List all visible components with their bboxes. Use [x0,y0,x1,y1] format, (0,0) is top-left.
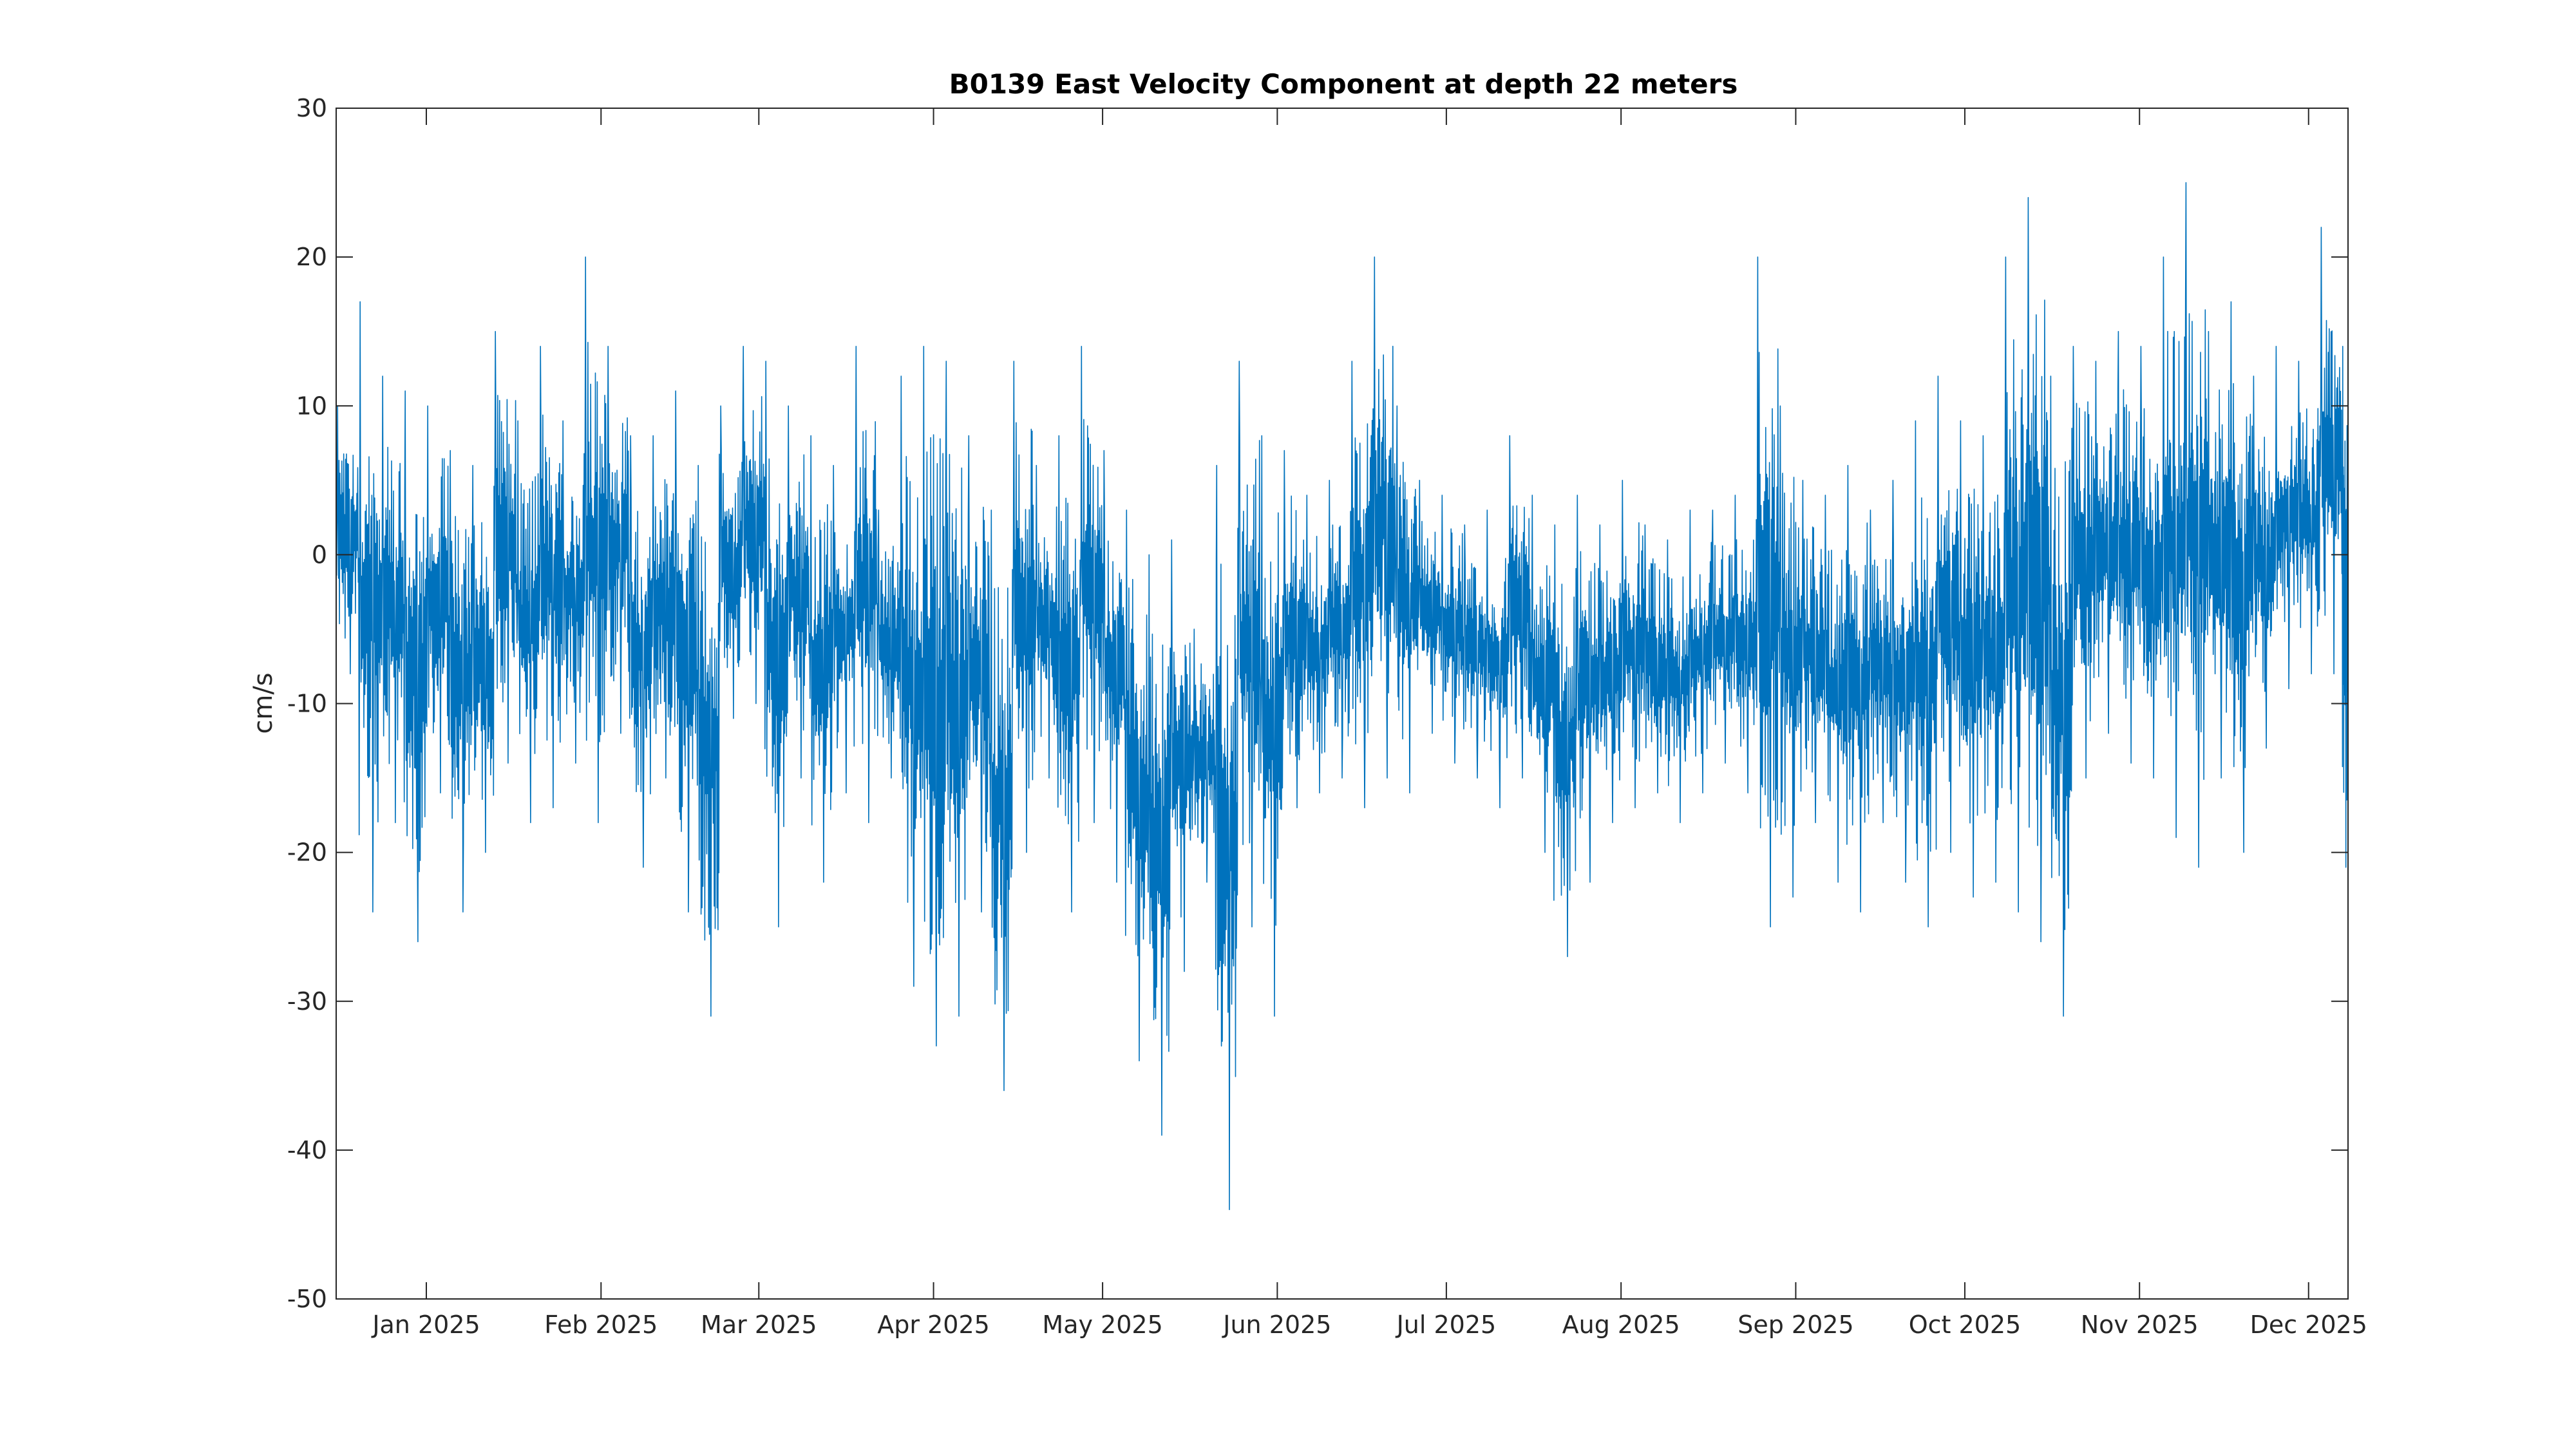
y-tick-label: 20 [296,243,327,271]
x-tick-label: Jun 2025 [1222,1311,1331,1339]
x-tick-label: Oct 2025 [1909,1311,2022,1339]
x-tick-label: Nov 2025 [2081,1311,2199,1339]
x-axis: Jan 2025 Feb 2025 Mar 2025 Apr 2025 May 2025… [371,108,2367,1339]
y-tick-label: -40 [287,1136,327,1164]
x-tick-label: Apr 2025 [877,1311,990,1339]
x-tick-label: Jan 2025 [371,1311,480,1339]
velocity-series-line [336,182,2349,1211]
y-tick-label: -30 [287,987,327,1016]
x-tick-label: Dec 2025 [2250,1311,2367,1339]
y-tick-label: 0 [312,540,327,569]
x-tick-label: Aug 2025 [1562,1311,1680,1339]
y-tick-label: -10 [287,690,327,718]
x-tick-label: Mar 2025 [701,1311,817,1339]
y-tick-label: 10 [296,392,327,420]
y-axis: 30 20 10 0 -10 -20 -30 -40 -50 [287,94,2348,1313]
x-tick-label: May 2025 [1042,1311,1162,1339]
x-tick-label: Jul 2025 [1396,1311,1497,1339]
series-layer [336,182,2349,1211]
y-tick-label: -20 [287,838,327,867]
chart-title: B0139 East Velocity Component at depth 2… [949,68,1738,100]
y-tick-label: 30 [296,94,327,122]
y-axis-label: cm/s [249,672,278,734]
y-tick-label: -50 [287,1285,327,1313]
x-tick-label: Sep 2025 [1738,1311,1853,1339]
x-tick-label: Feb 2025 [544,1311,658,1339]
